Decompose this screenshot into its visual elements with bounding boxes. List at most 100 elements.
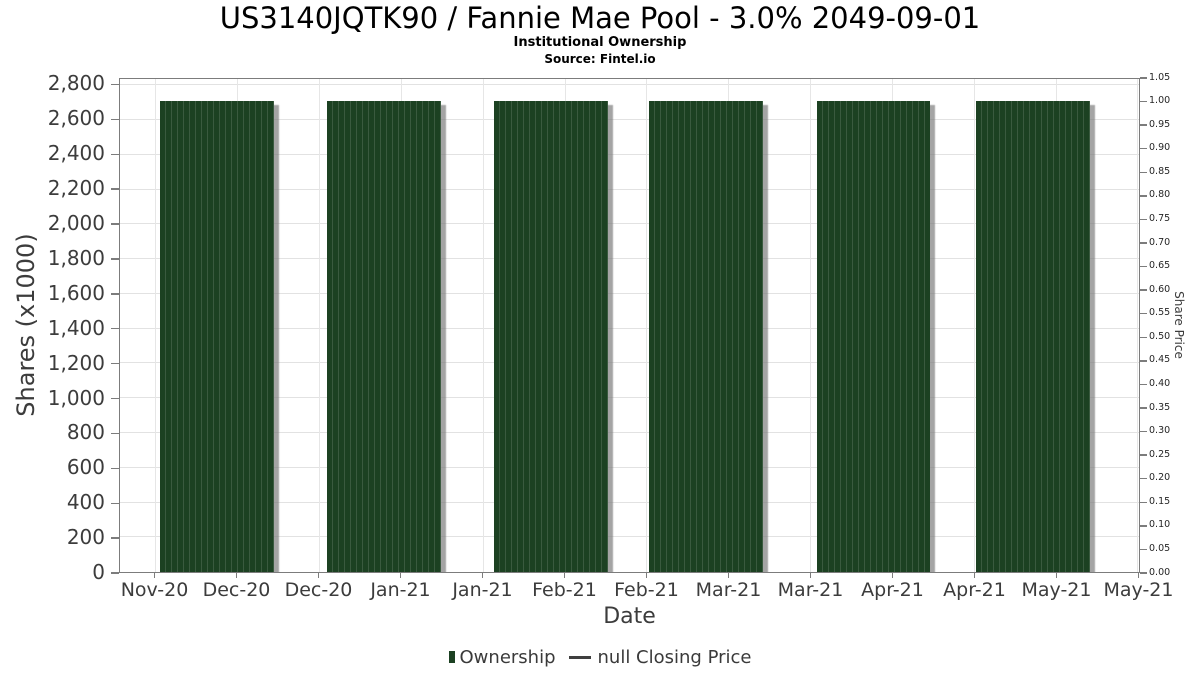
left-axis-tick-label: 0 xyxy=(92,560,105,584)
x-axis-tick-label: May-21 xyxy=(1021,579,1092,601)
x-axis-tick-label: Apr-21 xyxy=(861,579,924,601)
gridline-horizontal xyxy=(120,292,1139,294)
x-axis-tick-label: Mar-21 xyxy=(695,579,762,601)
left-axis-tick-label: 2,600 xyxy=(47,106,105,131)
x-axis-tick-label: Nov-20 xyxy=(120,579,189,601)
gridline-horizontal xyxy=(120,188,1139,190)
left-axis-tick-label: 2,800 xyxy=(47,71,105,96)
left-axis-tick-label: 400 xyxy=(66,490,105,515)
gridline-horizontal xyxy=(120,466,1139,468)
legend-label-closing-price: null Closing Price xyxy=(597,646,752,668)
right-axis-tick xyxy=(1140,430,1147,433)
gridline-horizontal xyxy=(120,153,1139,155)
left-axis-tick xyxy=(111,258,119,260)
x-axis-tick xyxy=(645,573,648,578)
right-axis-tick-label: 0.15 xyxy=(1149,495,1171,507)
left-axis-tick-label: 2,000 xyxy=(47,211,105,236)
x-axis-tick xyxy=(1055,573,1058,578)
legend-label-ownership: Ownership xyxy=(459,646,556,668)
right-axis-tick xyxy=(1140,454,1147,456)
right-axis-tick-label: 0.10 xyxy=(1149,519,1171,531)
right-axis-tick xyxy=(1140,77,1147,79)
left-axis-tick xyxy=(111,502,119,504)
x-axis-tick xyxy=(153,573,156,578)
left-axis-tick xyxy=(111,537,119,539)
x-axis-tick xyxy=(973,573,976,578)
right-axis-tick xyxy=(1140,195,1147,197)
ownership-bar-swatch-icon xyxy=(448,651,455,663)
closing-price-line-swatch-icon xyxy=(568,655,591,659)
right-axis-tick xyxy=(1140,218,1147,221)
left-axis-tick xyxy=(111,188,119,190)
right-axis-tick-label: 0.50 xyxy=(1149,330,1171,342)
right-axis-tick-label: 0.45 xyxy=(1149,354,1171,366)
left-axis-tick xyxy=(111,432,119,435)
x-axis-tick xyxy=(727,573,730,578)
ownership-bar xyxy=(494,100,609,572)
gridline-vertical xyxy=(973,79,975,572)
ownership-bar xyxy=(327,100,441,572)
gridline-horizontal xyxy=(120,258,1139,260)
right-axis-tick xyxy=(1140,171,1147,173)
left-axis-tick-label: 2,400 xyxy=(47,141,105,166)
right-axis-tick xyxy=(1140,289,1147,291)
ownership-bar xyxy=(159,100,274,572)
right-axis-tick xyxy=(1140,100,1147,103)
gridline-horizontal xyxy=(120,397,1139,399)
right-axis-tick xyxy=(1140,313,1147,315)
left-axis-tick-label: 200 xyxy=(66,525,105,550)
ownership-bar xyxy=(816,100,931,572)
plot-area xyxy=(119,78,1140,573)
right-axis-tick xyxy=(1140,124,1147,126)
legend: Ownership null Closing Price xyxy=(0,645,1200,669)
left-axis-tick-label: 600 xyxy=(66,455,105,480)
right-axis-tick-label: 0.00 xyxy=(1149,566,1171,578)
right-axis-tick-label: 0.20 xyxy=(1149,472,1171,484)
left-axis-tick-label: 1,600 xyxy=(47,280,105,305)
right-axis-tick-label: 0.05 xyxy=(1149,542,1171,554)
right-axis-tick xyxy=(1140,360,1147,362)
left-axis-tick xyxy=(111,293,119,295)
gridline-horizontal xyxy=(120,431,1139,433)
right-axis-tick-label: 0.75 xyxy=(1149,212,1171,224)
right-axis-tick xyxy=(1140,478,1147,480)
right-axis-tick-label: 0.60 xyxy=(1149,283,1171,295)
right-axis-tick-label: 0.35 xyxy=(1149,401,1171,413)
gridline-vertical xyxy=(319,79,321,572)
right-axis-tick-label: 0.55 xyxy=(1149,307,1171,319)
gridline-vertical xyxy=(646,79,648,572)
x-axis-tick-label: Feb-21 xyxy=(532,579,597,601)
gridline-horizontal xyxy=(120,362,1139,364)
gridline-vertical xyxy=(810,79,812,572)
left-axis-tick xyxy=(111,328,119,330)
x-axis-title: Date xyxy=(603,604,656,629)
x-axis-tick xyxy=(399,573,402,578)
left-axis-tick-label: 1,000 xyxy=(47,385,105,410)
x-axis-tick xyxy=(481,573,484,578)
gridline-horizontal xyxy=(120,84,1139,86)
x-axis-tick-label: Jan-21 xyxy=(452,579,513,601)
ownership-bar xyxy=(649,100,764,572)
right-axis-tick xyxy=(1140,525,1147,527)
left-axis-tick-label: 800 xyxy=(66,420,105,445)
x-axis-tick-label: Dec-20 xyxy=(202,579,271,601)
chart-source-note: Source: Fintel.io xyxy=(544,52,656,66)
x-axis-tick-label: Dec-20 xyxy=(284,579,353,601)
right-axis-tick-label: 1.05 xyxy=(1149,71,1171,83)
right-axis-tick-label: 0.95 xyxy=(1149,118,1171,130)
left-axis-tick-label: 1,400 xyxy=(47,315,105,340)
right-axis-tick xyxy=(1140,501,1147,503)
right-axis-tick-label: 0.25 xyxy=(1149,448,1171,460)
x-axis-tick-label: Jan-21 xyxy=(370,579,431,601)
right-axis-tick-label: 0.40 xyxy=(1149,377,1171,389)
x-axis-tick xyxy=(563,573,566,578)
left-axis-tick xyxy=(111,153,119,155)
x-axis-tick xyxy=(891,573,894,578)
ownership-bar xyxy=(976,100,1091,572)
gridline-horizontal xyxy=(120,223,1139,225)
x-axis-tick xyxy=(1137,573,1140,578)
right-axis-tick xyxy=(1140,265,1147,268)
chart-title: US3140JQTK90 / Fannie Mae Pool - 3.0% 20… xyxy=(219,1,981,35)
right-axis-tick xyxy=(1140,383,1147,386)
